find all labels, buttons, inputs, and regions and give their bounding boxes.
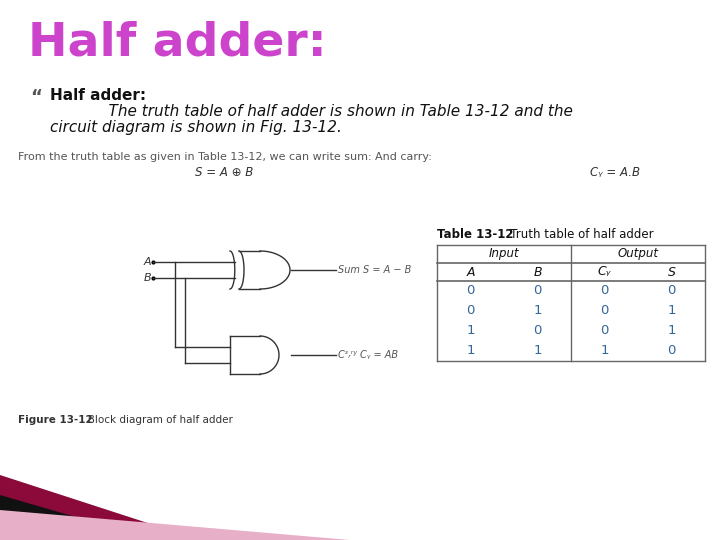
Text: S: S — [667, 266, 675, 279]
Text: Cᵧ = A.B: Cᵧ = A.B — [590, 166, 640, 179]
Text: S = A ⊕ B: S = A ⊕ B — [195, 166, 253, 179]
Text: 0: 0 — [600, 305, 608, 318]
Polygon shape — [0, 510, 350, 540]
Text: B: B — [534, 266, 542, 279]
Text: 1: 1 — [667, 325, 676, 338]
Text: 0: 0 — [600, 325, 608, 338]
Text: 0: 0 — [534, 285, 541, 298]
Text: “: “ — [30, 88, 42, 106]
Text: Figure 13-12: Figure 13-12 — [18, 415, 93, 425]
Text: Half adder:: Half adder: — [28, 20, 327, 65]
Text: circuit diagram is shown in Fig. 13-12.: circuit diagram is shown in Fig. 13-12. — [50, 120, 342, 135]
Text: Output: Output — [618, 247, 659, 260]
Text: And carry:: And carry: — [375, 152, 432, 162]
Text: 0: 0 — [667, 285, 675, 298]
Text: Half adder:: Half adder: — [50, 88, 146, 103]
Text: Table 13-12: Table 13-12 — [437, 228, 513, 241]
Text: Block diagram of half adder: Block diagram of half adder — [78, 415, 233, 425]
Text: 0: 0 — [467, 305, 474, 318]
Text: B: B — [143, 273, 151, 283]
Text: The truth table of half adder is shown in Table 13-12 and the: The truth table of half adder is shown i… — [50, 104, 573, 119]
Text: 0: 0 — [667, 345, 675, 357]
Polygon shape — [0, 495, 155, 540]
Text: 1: 1 — [667, 305, 676, 318]
Text: 0: 0 — [600, 285, 608, 298]
Text: A: A — [467, 266, 474, 279]
Text: Input: Input — [489, 247, 519, 260]
Text: Cᵌᵣʳʸ Cᵧ = AB: Cᵌᵣʳʸ Cᵧ = AB — [338, 350, 398, 360]
Polygon shape — [0, 475, 200, 540]
Text: Sum S = A − B: Sum S = A − B — [338, 265, 411, 275]
Text: Cᵧ: Cᵧ — [598, 266, 611, 279]
Text: 0: 0 — [534, 325, 541, 338]
Text: Truth table of half adder: Truth table of half adder — [499, 228, 654, 241]
Text: 1: 1 — [534, 305, 541, 318]
Text: 0: 0 — [467, 285, 474, 298]
Text: 1: 1 — [467, 345, 474, 357]
Text: 1: 1 — [534, 345, 541, 357]
Text: From the truth table as given in Table 13-12, we can write sum:: From the truth table as given in Table 1… — [18, 152, 372, 162]
Text: A: A — [143, 257, 151, 267]
Text: 1: 1 — [467, 325, 474, 338]
Text: 1: 1 — [600, 345, 608, 357]
